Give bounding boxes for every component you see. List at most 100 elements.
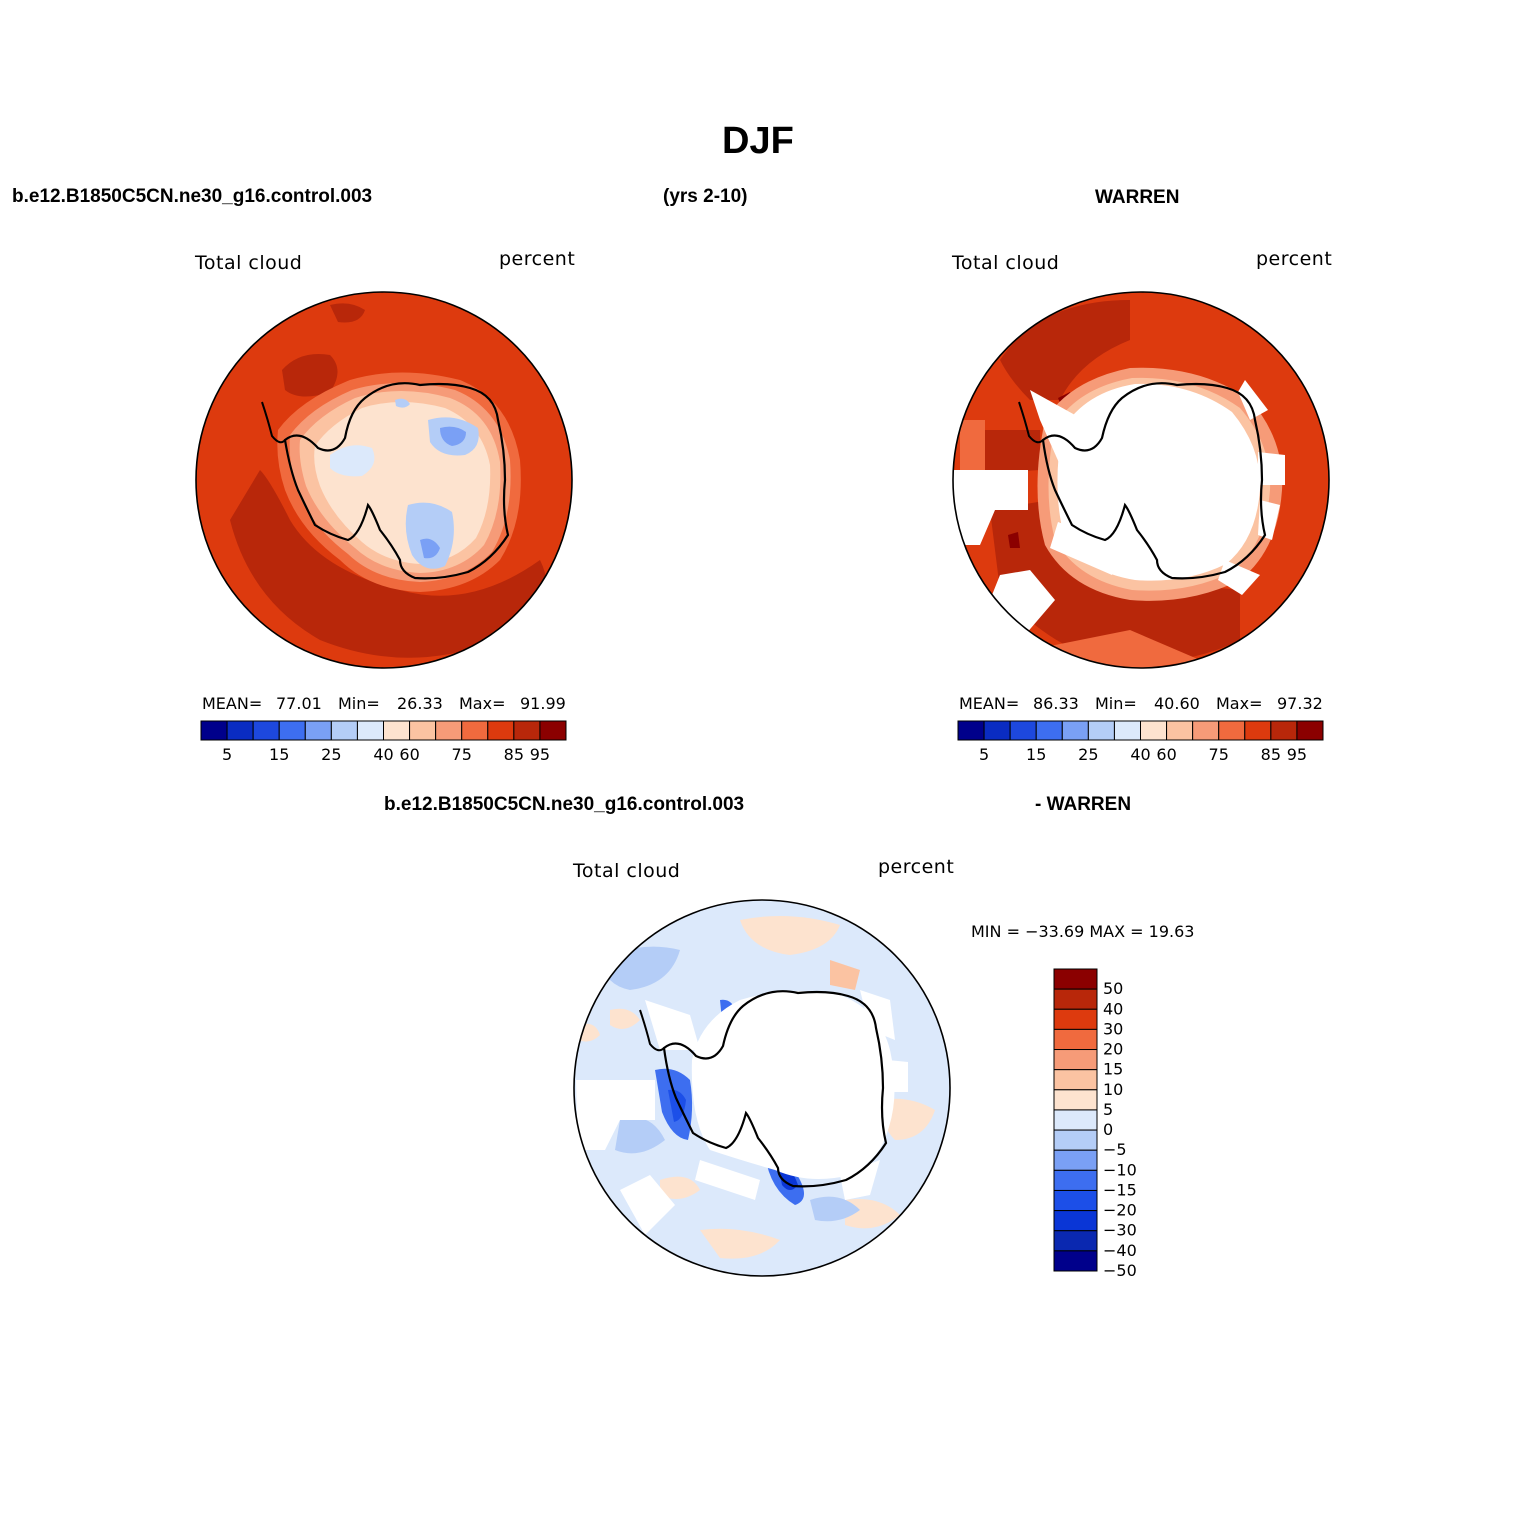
colorbar-box xyxy=(1053,1008,1098,1030)
obs-map xyxy=(953,292,1329,668)
colorbar-tick-label: 50 xyxy=(1103,979,1123,998)
colorbar-tick-label: 40 xyxy=(1130,745,1150,764)
diff-units-label: percent xyxy=(878,856,955,878)
obs-mean-value: 86.33 xyxy=(1033,694,1079,713)
colorbar-tick-label: 60 xyxy=(399,745,419,764)
colorbar-box xyxy=(1053,1129,1098,1151)
years-label: (yrs 2-10) xyxy=(663,186,748,207)
obs-colorbar: 5 15 25 40 60 75 85 95 xyxy=(957,720,1324,764)
colorbar-tick-label: 95 xyxy=(530,745,550,764)
obs-mean-label: MEAN= xyxy=(959,694,1020,713)
diff-variable-label: Total cloud xyxy=(573,860,681,882)
model-units-label: percent xyxy=(499,248,576,270)
colorbar-box xyxy=(252,720,280,741)
colorbar-tick-label: 60 xyxy=(1156,745,1176,764)
colorbar-box xyxy=(1166,720,1194,741)
colorbar-box xyxy=(1053,1069,1098,1091)
colorbar-box xyxy=(1061,720,1089,741)
model-map xyxy=(196,292,572,668)
colorbar-tick-label: 30 xyxy=(1103,1019,1123,1038)
colorbar-box xyxy=(1009,720,1037,741)
colorbar-tick-label: 5 xyxy=(979,745,989,764)
model-map-border xyxy=(195,291,573,669)
colorbar-box xyxy=(461,720,489,741)
obs-max-value: 97.32 xyxy=(1277,694,1323,713)
colorbar-box xyxy=(1053,1250,1098,1272)
colorbar-box xyxy=(356,720,384,741)
colorbar-box xyxy=(304,720,332,741)
obs-min-label: Min= xyxy=(1095,694,1137,713)
model-min-value: 26.33 xyxy=(397,694,443,713)
colorbar-box xyxy=(1053,1230,1098,1252)
obs-units-label: percent xyxy=(1256,248,1333,270)
colorbar-box xyxy=(539,720,567,741)
colorbar-box xyxy=(1053,1109,1098,1131)
colorbar-tick-label: −15 xyxy=(1103,1180,1137,1199)
colorbar-tick-label: 0 xyxy=(1103,1120,1113,1139)
colorbar-box xyxy=(330,720,358,741)
colorbar-box xyxy=(1035,720,1063,741)
model-max-label: Max= xyxy=(459,694,506,713)
colorbar-box xyxy=(1270,720,1298,741)
colorbar-tick-label: 15 xyxy=(269,745,289,764)
colorbar-tick-label: 75 xyxy=(1209,745,1229,764)
colorbar-tick-label: 25 xyxy=(321,745,341,764)
model-variable-label: Total cloud xyxy=(195,252,303,274)
colorbar-box xyxy=(957,720,985,741)
colorbar-tick-label: 5 xyxy=(1103,1100,1113,1119)
model-mean-label: MEAN= xyxy=(202,694,263,713)
colorbar-tick-label: 85 xyxy=(504,745,524,764)
colorbar-box xyxy=(1053,1049,1098,1071)
obs-variable-label: Total cloud xyxy=(952,252,1060,274)
colorbar-tick-label: 75 xyxy=(452,745,472,764)
colorbar-box xyxy=(1053,1169,1098,1191)
colorbar-box xyxy=(383,720,411,741)
colorbar-tick-label: 15 xyxy=(1026,745,1046,764)
colorbar-box xyxy=(1140,720,1168,741)
colorbar-tick-label: 15 xyxy=(1103,1060,1123,1079)
colorbar-box xyxy=(1053,968,1098,990)
colorbar-tick-label: 95 xyxy=(1287,745,1307,764)
colorbar-tick-label: −10 xyxy=(1103,1160,1137,1179)
colorbar-box xyxy=(1053,1189,1098,1212)
obs-name: WARREN xyxy=(1095,187,1180,208)
colorbar-tick-label: 5 xyxy=(222,745,232,764)
diff-min-max: MIN = −33.69 MAX = 19.63 xyxy=(971,922,1195,941)
model-colorbar: 5 15 25 40 60 75 85 95 xyxy=(200,720,567,764)
colorbar-tick-label: −30 xyxy=(1103,1221,1137,1240)
diff-map-border xyxy=(573,899,951,1277)
colorbar-box xyxy=(1218,720,1246,741)
colorbar-tick-label: −50 xyxy=(1103,1261,1137,1280)
colorbar-box xyxy=(1087,720,1115,741)
colorbar-tick-label: −20 xyxy=(1103,1201,1137,1220)
colorbar-box xyxy=(1053,1149,1098,1171)
colorbar-tick-label: 10 xyxy=(1103,1080,1123,1099)
colorbar-tick-label: 85 xyxy=(1261,745,1281,764)
diff-case-name: b.e12.B1850C5CN.ne30_g16.control.003 xyxy=(384,794,745,815)
colorbar-box xyxy=(1053,988,1098,1010)
model-max-value: 91.99 xyxy=(520,694,566,713)
colorbar-tick-label: 25 xyxy=(1078,745,1098,764)
colorbar-box xyxy=(1053,1089,1098,1111)
colorbar-box xyxy=(1296,720,1324,741)
colorbar-tick-label: 40 xyxy=(373,745,393,764)
model-mean-value: 77.01 xyxy=(276,694,322,713)
obs-max-label: Max= xyxy=(1216,694,1263,713)
colorbar-box xyxy=(200,720,228,741)
colorbar-box xyxy=(278,720,306,741)
colorbar-box xyxy=(1053,1210,1098,1232)
colorbar-box xyxy=(435,720,463,741)
colorbar-box xyxy=(409,720,437,741)
colorbar-tick-label: 40 xyxy=(1103,999,1123,1018)
obs-min-value: 40.60 xyxy=(1154,694,1200,713)
colorbar-box xyxy=(226,720,254,741)
case-name: b.e12.B1850C5CN.ne30_g16.control.003 xyxy=(12,186,373,207)
colorbar-tick-label: −5 xyxy=(1103,1140,1127,1159)
colorbar-tick-label: 20 xyxy=(1103,1040,1123,1059)
diff-map xyxy=(574,900,950,1276)
colorbar-box xyxy=(1113,720,1142,741)
colorbar-box xyxy=(513,720,541,741)
colorbar-box xyxy=(983,720,1011,741)
diff-obs-name: - WARREN xyxy=(1035,794,1132,815)
